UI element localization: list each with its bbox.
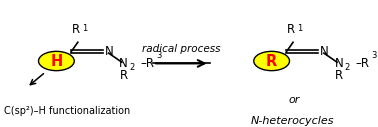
Text: H: H	[50, 53, 62, 68]
Ellipse shape	[254, 51, 290, 71]
Text: 1: 1	[82, 24, 87, 33]
Text: 3: 3	[371, 51, 376, 60]
Text: radical process: radical process	[142, 44, 221, 54]
Text: 3: 3	[156, 51, 161, 60]
Text: C(sp²)–H functionalization: C(sp²)–H functionalization	[5, 106, 131, 116]
Text: N: N	[105, 45, 113, 58]
Ellipse shape	[39, 51, 74, 71]
Text: –R: –R	[141, 57, 155, 70]
Text: –R: –R	[356, 57, 370, 70]
Text: R: R	[120, 69, 128, 82]
Text: N-heterocycles: N-heterocycles	[251, 116, 334, 126]
Text: 1: 1	[297, 24, 302, 33]
Text: 2: 2	[129, 63, 135, 72]
Text: N: N	[119, 57, 128, 70]
Text: 2: 2	[345, 63, 350, 72]
Text: R: R	[335, 69, 343, 82]
Text: N: N	[320, 45, 328, 58]
Text: N: N	[335, 57, 343, 70]
Text: R: R	[72, 23, 80, 36]
Text: R: R	[266, 53, 277, 68]
Text: R: R	[287, 23, 295, 36]
Text: or: or	[288, 95, 300, 105]
